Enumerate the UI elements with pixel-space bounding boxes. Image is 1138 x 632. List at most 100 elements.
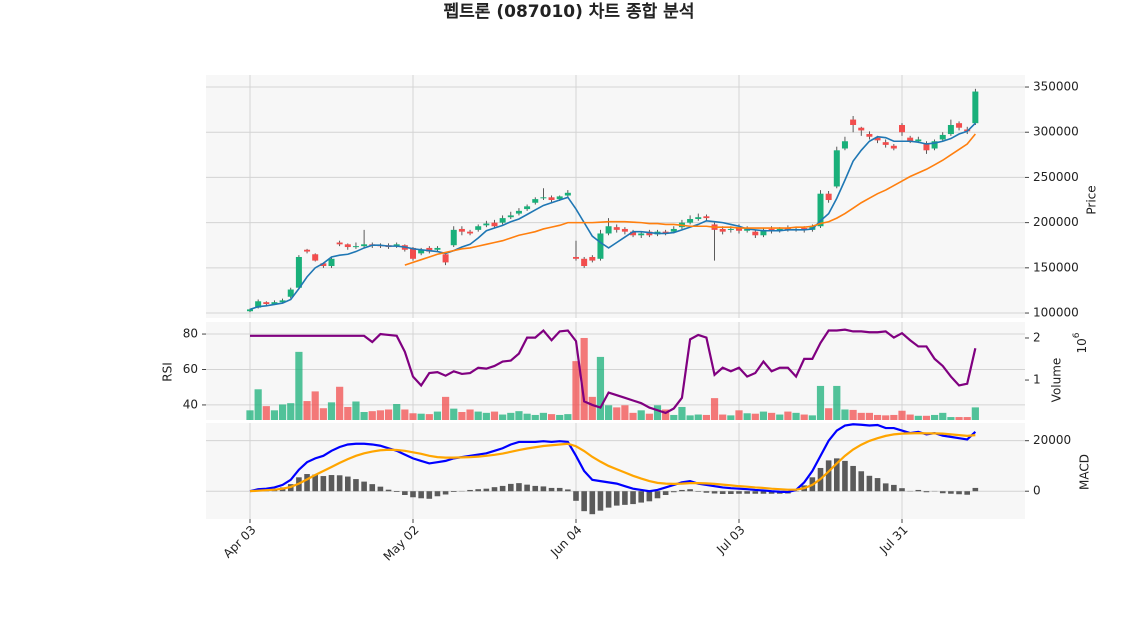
candle-body	[312, 254, 319, 261]
histogram-bar	[662, 491, 669, 495]
candle-body	[882, 142, 889, 145]
histogram-bar	[532, 485, 539, 492]
volume-bar	[963, 417, 971, 420]
candle-body	[841, 141, 848, 149]
candle-body	[393, 244, 400, 247]
volume-bar	[499, 414, 507, 420]
candle-body	[450, 229, 457, 246]
candle-body	[507, 215, 514, 218]
histogram-bar	[874, 478, 881, 492]
y-tick-label: 60	[183, 362, 198, 376]
histogram-bar	[377, 486, 384, 492]
moving-average	[249, 122, 976, 311]
histogram-bar	[581, 491, 587, 512]
histogram-bar	[548, 487, 555, 492]
histogram-bar	[565, 489, 571, 492]
y2-axis-label: Volume	[1050, 358, 1064, 403]
histogram-bar	[891, 484, 897, 492]
volume-bar	[816, 385, 825, 420]
histogram-bar	[491, 487, 498, 492]
histogram-bar	[630, 491, 636, 505]
candle-body	[760, 229, 767, 236]
candle-body	[621, 228, 628, 232]
moving-average	[404, 133, 976, 266]
histogram-bar	[923, 491, 930, 493]
histogram-bar	[573, 491, 579, 501]
candle-body	[556, 196, 563, 200]
histogram-bar	[450, 491, 457, 492]
histogram-bar	[556, 487, 563, 492]
volume-bar	[939, 412, 947, 420]
candle-body	[605, 226, 612, 234]
candle-body	[524, 206, 531, 210]
volume-bar	[971, 407, 979, 420]
volume-bar	[336, 386, 344, 420]
histogram-bar	[402, 491, 408, 495]
volume-bar	[686, 415, 694, 420]
histogram-bar	[638, 491, 644, 503]
volume-bar	[556, 414, 564, 420]
candle-body	[858, 127, 865, 131]
candle-body	[344, 244, 351, 248]
volume-bar	[303, 401, 311, 420]
volume-bar	[825, 408, 833, 420]
volume-bar	[743, 413, 751, 420]
histogram-bar	[858, 471, 865, 492]
volume-bar	[409, 413, 417, 420]
x-tick-label: Apr 03	[221, 523, 259, 561]
candle-body	[931, 141, 938, 149]
volume-bar	[670, 414, 678, 420]
volume-bar	[833, 385, 841, 420]
candle-body	[247, 309, 253, 312]
y-tick-label: 1	[1033, 373, 1041, 387]
x-tick-label: Jun 04	[547, 523, 584, 560]
volume-bar	[466, 409, 474, 420]
volume-bar	[482, 412, 490, 420]
histogram-bar	[752, 491, 759, 494]
volume-bar	[800, 414, 808, 420]
volume-bar	[360, 412, 368, 420]
volume-bar	[841, 409, 849, 420]
candle-body	[801, 228, 808, 230]
histogram-bar	[842, 460, 848, 492]
candle-body	[361, 244, 368, 247]
candle-body	[328, 258, 335, 267]
candle-body	[532, 199, 539, 203]
volume-bar	[898, 410, 906, 420]
histogram-bar	[426, 491, 433, 499]
candle-body	[899, 124, 905, 133]
volume-bar	[287, 403, 295, 420]
volume-bar	[319, 408, 327, 420]
volume-bar	[914, 415, 922, 420]
y-tick-label: 40	[183, 397, 198, 411]
candle-body	[956, 123, 963, 128]
histogram-bar	[850, 465, 856, 492]
candle-body	[776, 228, 783, 231]
histogram-bar	[524, 484, 530, 492]
volume-bar	[417, 413, 425, 420]
volume-bar	[890, 414, 898, 420]
histogram-bar	[866, 475, 873, 492]
candle-body	[418, 249, 425, 254]
volume-bar	[621, 405, 629, 420]
candle-body	[768, 228, 775, 231]
candle-body	[467, 231, 474, 234]
volume-bar	[547, 414, 556, 420]
histogram-bar	[956, 491, 962, 495]
histogram-bar	[369, 484, 376, 492]
volume-bar	[710, 398, 719, 420]
candle-body	[727, 228, 734, 230]
scale-base: 10	[1075, 338, 1089, 353]
candle-body	[271, 302, 278, 304]
candle-body	[825, 193, 832, 201]
candle-body	[866, 134, 873, 137]
candle-body	[434, 247, 441, 250]
histogram-bar	[393, 491, 400, 492]
candle-body	[890, 145, 897, 149]
volume-bar	[792, 412, 800, 420]
volume-bar	[922, 415, 931, 420]
volume-bar	[857, 412, 865, 420]
candle-body	[630, 231, 637, 236]
histogram-bar	[622, 491, 628, 505]
